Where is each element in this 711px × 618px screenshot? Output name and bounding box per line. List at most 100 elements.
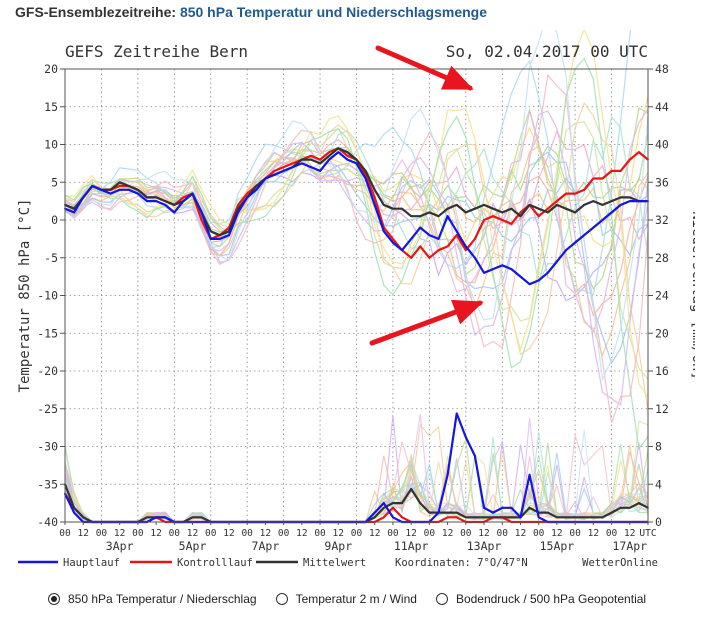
- point-hauptlauf: [155, 200, 158, 203]
- point-hauptlauf: [282, 170, 285, 172]
- point-mittelwert: [355, 158, 358, 161]
- point-mittelwert-niederschlag: [592, 516, 595, 519]
- option-temp-2m-wind[interactable]: Temperatur 2 m / Wind: [275, 592, 417, 606]
- y-right-tick-label: 40: [655, 138, 669, 152]
- point-mittelwert: [419, 215, 422, 218]
- point-mittelwert: [483, 204, 485, 206]
- x-date-label: 7Apr: [252, 539, 280, 553]
- point-kontrolllauf-niederschlag: [401, 516, 403, 519]
- point-kontrolllauf: [619, 170, 622, 172]
- x-hour-label: 00: [278, 528, 290, 539]
- y-left-tick-label: -25: [37, 402, 58, 416]
- point-mittelwert-niederschlag: [200, 516, 203, 519]
- legend-brand: WetterOnline: [582, 557, 658, 569]
- legend-hauptlauf-label: Hauptlauf: [63, 557, 120, 569]
- option-label-temp-850-precip: 850 hPa Temperatur / Niederschlag: [68, 592, 257, 606]
- point-mittelwert-niederschlag: [419, 502, 422, 504]
- point-hauptlauf: [73, 211, 75, 214]
- point-mittelwert-niederschlag: [483, 516, 485, 519]
- y-left-tick-label: -5: [44, 251, 58, 265]
- point-hauptlauf: [200, 211, 203, 214]
- x-hour-label: 12: [260, 528, 271, 539]
- point-kontrolllauf: [537, 215, 540, 218]
- point-mittelwert: [237, 207, 240, 210]
- point-mittelwert: [173, 204, 176, 206]
- point-hauptlauf: [419, 226, 422, 229]
- point-hauptlauf: [291, 166, 294, 169]
- point-mittelwert: [610, 200, 613, 203]
- y-left-tick-label: 5: [51, 175, 58, 189]
- radio-temp-2m-wind[interactable]: [275, 593, 288, 605]
- y-right-tick-label: 44: [655, 100, 669, 114]
- x-hour-label: 00: [606, 528, 618, 539]
- point-hauptlauf: [610, 211, 613, 214]
- point-hauptlauf: [537, 279, 540, 282]
- x-hour-label: 00: [241, 528, 253, 539]
- point-mittelwert: [437, 215, 440, 218]
- point-kontrolllauf: [346, 154, 349, 157]
- y-left-tick-label: -35: [37, 477, 58, 491]
- point-kontrolllauf: [501, 219, 504, 221]
- point-mittelwert-niederschlag: [392, 502, 394, 504]
- point-mittelwert: [464, 211, 467, 214]
- y-left-tick-label: -20: [37, 364, 58, 378]
- point-mittelwert: [319, 162, 321, 165]
- y-left-tick-label: -10: [37, 289, 58, 303]
- point-kontrolllauf: [437, 249, 440, 252]
- point-mittelwert: [373, 188, 376, 191]
- point-mittelwert-niederschlag: [501, 516, 504, 519]
- point-mittelwert-niederschlag: [619, 506, 622, 509]
- point-hauptlauf: [364, 177, 367, 180]
- series-line-mittelwert-niederschlag: [63, 483, 649, 524]
- point-hauptlauf-niederschlag: [155, 516, 158, 519]
- point-hauptlauf: [382, 230, 385, 233]
- point-hauptlauf: [82, 196, 85, 199]
- point-hauptlauf-niederschlag: [446, 473, 449, 476]
- point-hauptlauf-niederschlag: [528, 473, 531, 476]
- radio-pressure-geopotential[interactable]: [435, 593, 448, 605]
- y-right-tick-label: 48: [655, 62, 669, 76]
- y-right-tick-label: 32: [655, 213, 669, 227]
- ensemble-member-line: [64, 57, 649, 451]
- point-hauptlauf-niederschlag: [464, 436, 467, 438]
- point-mittelwert: [556, 204, 558, 206]
- point-kontrolllauf-niederschlag: [392, 506, 394, 509]
- point-mittelwert-niederschlag: [464, 516, 467, 519]
- point-hauptlauf: [528, 283, 531, 286]
- point-hauptlauf: [583, 234, 586, 237]
- point-mittelwert: [137, 188, 139, 191]
- x-hour-label: 12: [296, 528, 307, 539]
- ensemble-member-line: [64, 159, 649, 317]
- chart-title: GEFS Zeitreihe Bern: [65, 42, 248, 61]
- radio-temp-850-precip[interactable]: [48, 593, 60, 605]
- point-hauptlauf: [519, 275, 522, 278]
- y-left-tick-label: 10: [44, 138, 58, 152]
- point-kontrolllauf: [273, 170, 276, 172]
- x-hour-label: 12: [515, 528, 526, 539]
- point-mittelwert: [410, 215, 413, 218]
- x-hour-label: 12: [405, 528, 416, 539]
- y-right-tick-label: 4: [655, 477, 662, 491]
- option-pressure-geopotential[interactable]: Bodendruck / 500 hPa Geopotential: [435, 592, 646, 606]
- point-mittelwert: [401, 207, 403, 210]
- x-date-label: 13Apr: [467, 539, 502, 553]
- point-mittelwert-niederschlag: [474, 516, 476, 519]
- point-mittelwert-niederschlag: [191, 516, 194, 519]
- point-hauptlauf: [592, 226, 595, 229]
- x-hour-label: 12: [187, 528, 198, 539]
- point-kontrolllauf: [628, 158, 631, 161]
- point-mittelwert: [155, 196, 158, 199]
- point-kontrolllauf: [474, 238, 476, 240]
- x-hour-label: 12: [551, 528, 562, 539]
- option-temp-850-precip[interactable]: 850 hPa Temperatur / Niederschlag: [48, 592, 257, 606]
- chart-run-date: So, 02.04.2017 00 UTC: [446, 42, 648, 61]
- annotation-arrow-top: [375, 45, 474, 91]
- x-date-label: 3Apr: [106, 539, 134, 553]
- point-kontrolllauf: [373, 196, 376, 199]
- point-mittelwert-niederschlag: [446, 511, 449, 514]
- point-hauptlauf: [455, 230, 458, 233]
- point-mittelwert: [537, 207, 540, 210]
- point-kontrolllauf: [483, 219, 485, 221]
- point-mittelwert-niederschlag: [401, 502, 403, 504]
- point-kontrolllauf: [319, 158, 321, 161]
